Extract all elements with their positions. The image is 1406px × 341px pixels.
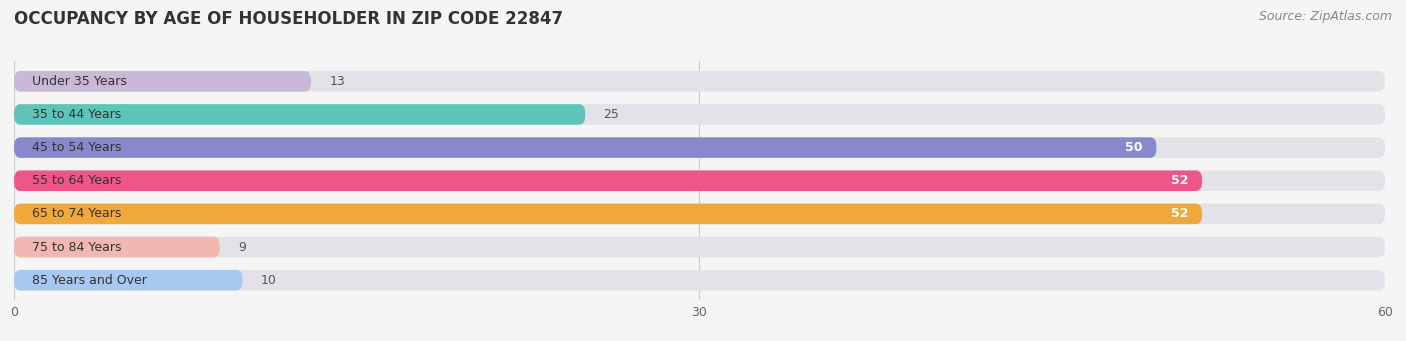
- Text: Under 35 Years: Under 35 Years: [32, 75, 127, 88]
- Text: OCCUPANCY BY AGE OF HOUSEHOLDER IN ZIP CODE 22847: OCCUPANCY BY AGE OF HOUSEHOLDER IN ZIP C…: [14, 10, 564, 28]
- Text: 55 to 64 Years: 55 to 64 Years: [32, 174, 122, 187]
- FancyBboxPatch shape: [14, 270, 243, 291]
- Text: Source: ZipAtlas.com: Source: ZipAtlas.com: [1258, 10, 1392, 23]
- Text: 65 to 74 Years: 65 to 74 Years: [32, 207, 122, 220]
- Text: 25: 25: [603, 108, 620, 121]
- Text: 13: 13: [329, 75, 344, 88]
- Text: 75 to 84 Years: 75 to 84 Years: [32, 240, 122, 254]
- FancyBboxPatch shape: [14, 204, 1385, 224]
- Text: 52: 52: [1171, 207, 1188, 220]
- Text: 9: 9: [238, 240, 246, 254]
- FancyBboxPatch shape: [14, 237, 1385, 257]
- FancyBboxPatch shape: [14, 204, 1202, 224]
- FancyBboxPatch shape: [14, 237, 219, 257]
- FancyBboxPatch shape: [14, 137, 1157, 158]
- Text: 35 to 44 Years: 35 to 44 Years: [32, 108, 121, 121]
- FancyBboxPatch shape: [14, 71, 311, 91]
- FancyBboxPatch shape: [14, 71, 1385, 91]
- Text: 45 to 54 Years: 45 to 54 Years: [32, 141, 122, 154]
- Text: 10: 10: [262, 274, 277, 287]
- FancyBboxPatch shape: [14, 137, 1385, 158]
- FancyBboxPatch shape: [14, 170, 1202, 191]
- Text: 85 Years and Over: 85 Years and Over: [32, 274, 148, 287]
- Text: 50: 50: [1125, 141, 1143, 154]
- FancyBboxPatch shape: [14, 104, 1385, 125]
- FancyBboxPatch shape: [14, 270, 1385, 291]
- FancyBboxPatch shape: [14, 170, 1385, 191]
- FancyBboxPatch shape: [14, 104, 585, 125]
- Text: 52: 52: [1171, 174, 1188, 187]
